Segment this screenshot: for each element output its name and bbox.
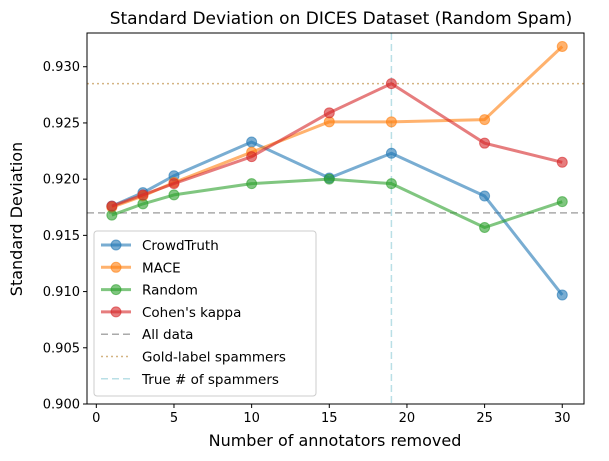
y-tick-label: 0.930: [43, 60, 80, 75]
x-tick-label: 20: [399, 411, 416, 426]
cohen-s-kappa-point: [137, 189, 149, 201]
y-tick-label: 0.900: [43, 398, 80, 413]
y-tick-label: 0.905: [43, 341, 80, 356]
legend-cohen-s-kappa-label: Cohen's kappa: [142, 305, 241, 321]
legend-cohen-s-kappa-marker: [110, 306, 122, 318]
x-tick-label: 10: [243, 411, 260, 426]
random-point: [323, 173, 335, 185]
legend: CrowdTruth MACE Random Cohen's kappa All dat…: [93, 230, 317, 397]
crowdtruth-point: [479, 190, 491, 202]
random-line: [111, 177, 563, 229]
cohen-s-kappa-point: [556, 156, 568, 168]
legend-all-data-label: All data: [142, 327, 193, 343]
legend-true-of-spammers-label: True # of spammers: [141, 372, 279, 388]
y-tick-label: 0.910: [43, 285, 80, 300]
x-tick-label: 30: [554, 411, 571, 426]
y-tick-label: 0.920: [43, 173, 80, 188]
y-tick-label: 0.925: [43, 116, 80, 131]
x-axis: 0 5 10 15 20 25 30: [92, 404, 571, 426]
x-tick-label: 0: [92, 411, 100, 426]
cohen-s-kappa-point: [246, 151, 258, 163]
legend-crowdtruth-label: CrowdTruth: [142, 238, 219, 254]
mace-point: [385, 116, 397, 128]
crowdtruth-point: [385, 147, 397, 159]
legend-frame: [93, 230, 317, 397]
legend-mace-label: MACE: [142, 260, 181, 276]
plot-area: [87, 33, 584, 404]
random-point: [168, 189, 180, 201]
crowdtruth-line: [111, 140, 564, 296]
random-point: [246, 178, 258, 190]
mace-point: [556, 40, 568, 52]
legend-gold-label-spammers-label: Gold-label spammers: [142, 350, 286, 366]
cohen-s-kappa-line: [111, 82, 563, 208]
legend-random-marker: [110, 284, 122, 296]
random-point: [385, 178, 397, 190]
cohen-s-kappa-point: [479, 137, 491, 149]
cohen-s-kappa-point: [323, 107, 335, 119]
cohen-s-kappa-point: [106, 200, 118, 212]
crowdtruth-point: [246, 136, 258, 148]
y-axis: 0.900 0.905 0.910 0.915 0.920 0.925 0.930: [43, 60, 87, 413]
cohen-s-kappa-point: [168, 178, 180, 190]
y-axis-label: Standard Deviation: [7, 142, 26, 296]
legend-mace-marker: [110, 261, 122, 273]
plot-frame: [86, 32, 585, 405]
x-tick-label: 5: [170, 411, 178, 426]
mace-point: [479, 114, 491, 126]
random-point: [556, 196, 568, 208]
x-tick-label: 25: [476, 411, 493, 426]
cohen-s-kappa-point: [385, 78, 397, 90]
y-tick-label: 0.915: [43, 229, 80, 244]
x-tick-label: 15: [321, 411, 338, 426]
random-point: [479, 221, 491, 233]
chart-title: Standard Deviation on DICES Dataset (Ran…: [110, 9, 573, 29]
legend-random-label: Random: [142, 283, 198, 299]
legend-crowdtruth-marker: [110, 239, 122, 251]
crowdtruth-point: [556, 289, 568, 301]
x-axis-label: Number of annotators removed: [209, 431, 462, 450]
